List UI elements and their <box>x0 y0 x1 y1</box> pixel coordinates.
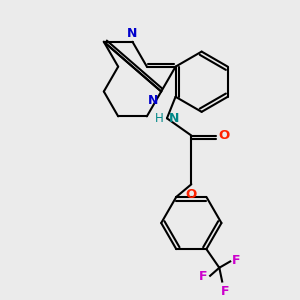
Text: O: O <box>218 129 229 142</box>
Text: F: F <box>232 254 241 267</box>
Text: N: N <box>169 112 180 125</box>
Text: H: H <box>155 112 164 125</box>
Text: N: N <box>127 27 138 40</box>
Text: F: F <box>199 270 207 284</box>
Text: O: O <box>186 188 197 201</box>
Text: N: N <box>147 94 158 107</box>
Text: F: F <box>221 285 229 298</box>
